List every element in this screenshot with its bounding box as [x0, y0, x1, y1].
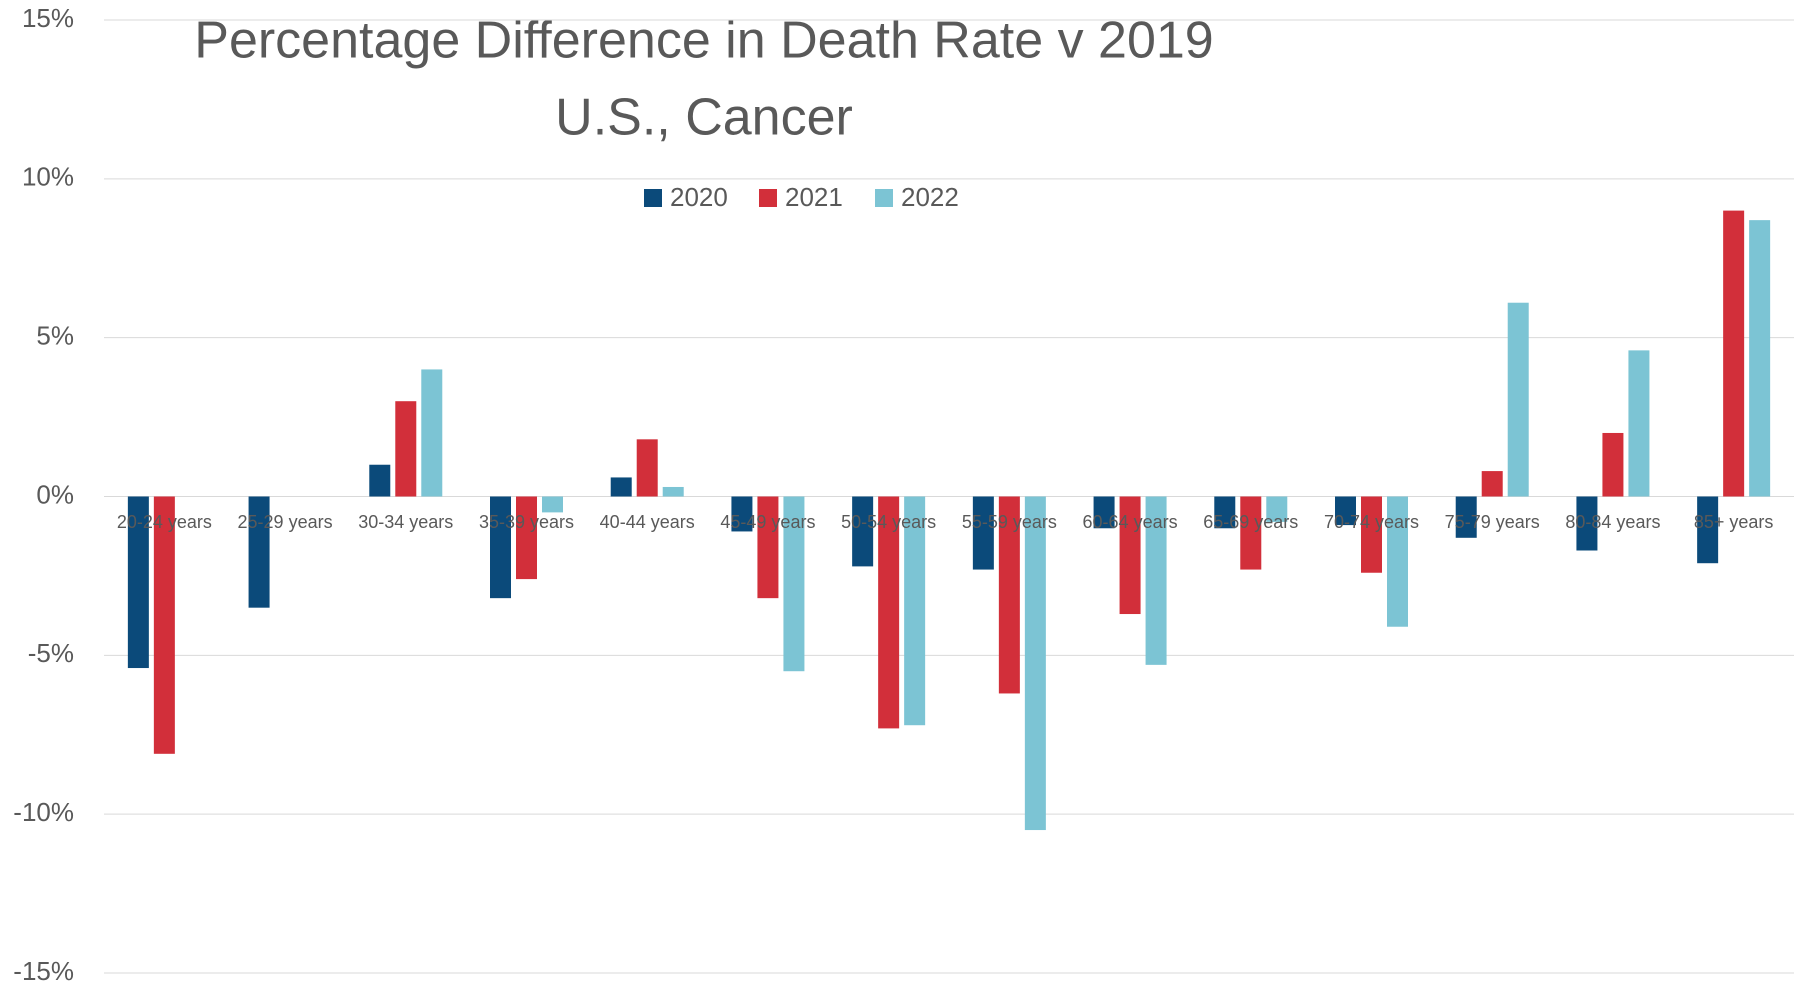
bar — [731, 496, 753, 532]
x-tick-label: 45-49 years — [720, 512, 815, 532]
bar — [1387, 496, 1408, 627]
y-tick-label: 15% — [22, 3, 74, 33]
bar — [1240, 496, 1262, 570]
legend-label: 2022 — [901, 182, 959, 212]
chart-subtitle: U.S., Cancer — [555, 89, 853, 147]
bar — [421, 369, 443, 497]
legend-label: 2021 — [785, 182, 843, 212]
bar — [248, 496, 270, 608]
bar — [1723, 210, 1745, 497]
legend-label: 2020 — [670, 182, 728, 212]
bar — [1507, 302, 1529, 497]
bar — [1749, 220, 1771, 497]
x-tick-label: 85+ years — [1694, 512, 1774, 532]
x-tick-label: 55-59 years — [962, 512, 1057, 532]
bar — [153, 496, 175, 754]
bar — [1602, 432, 1624, 497]
y-tick-label: 0% — [36, 479, 74, 509]
bar — [1145, 496, 1167, 665]
x-tick-label: 20-24 years — [117, 512, 212, 532]
y-tick-label: -15% — [13, 956, 74, 983]
bar — [904, 496, 926, 726]
y-tick-label: -10% — [13, 797, 74, 827]
bar — [972, 496, 994, 570]
x-tick-label: 75-79 years — [1445, 512, 1540, 532]
bar — [1119, 496, 1141, 615]
bar — [490, 496, 511, 599]
chart-title: Percentage Difference in Death Rate v 20… — [194, 12, 1213, 70]
x-tick-label: 30-34 years — [358, 512, 453, 532]
bar — [998, 496, 1020, 694]
bar — [757, 496, 779, 599]
bar — [1093, 496, 1115, 529]
x-tick-label: 65-69 years — [1203, 512, 1298, 532]
bar — [636, 439, 658, 497]
bar — [1481, 471, 1503, 497]
bar — [1628, 350, 1650, 497]
bar — [1697, 496, 1719, 564]
x-tick-label: 25-29 years — [238, 512, 333, 532]
y-tick-label: 5% — [36, 321, 74, 351]
x-tick-label: 80-84 years — [1565, 512, 1660, 532]
legend-swatch — [644, 189, 662, 207]
x-tick-label: 35-39 years — [479, 512, 574, 532]
bar — [1455, 496, 1477, 538]
bar — [783, 496, 805, 672]
x-tick-label: 40-44 years — [600, 512, 695, 532]
y-tick-label: -5% — [28, 638, 74, 668]
bar — [1335, 496, 1356, 526]
legend-swatch — [875, 189, 893, 207]
x-tick-label: 60-64 years — [1083, 512, 1178, 532]
y-tick-label: 10% — [22, 162, 74, 192]
bar — [1576, 496, 1598, 551]
bar — [1214, 496, 1236, 529]
bar — [662, 486, 684, 497]
bar — [1266, 496, 1288, 522]
bar — [878, 496, 900, 729]
bar — [516, 496, 537, 580]
bar — [369, 464, 391, 497]
legend-swatch — [759, 189, 777, 207]
x-tick-label: 50-54 years — [841, 512, 936, 532]
bar — [127, 496, 149, 669]
bar — [852, 496, 874, 567]
bar — [1024, 496, 1046, 831]
bar — [1361, 496, 1382, 573]
bar — [542, 496, 563, 513]
bar — [395, 401, 417, 497]
x-tick-label: 70-74 years — [1324, 512, 1419, 532]
bar — [610, 477, 632, 497]
